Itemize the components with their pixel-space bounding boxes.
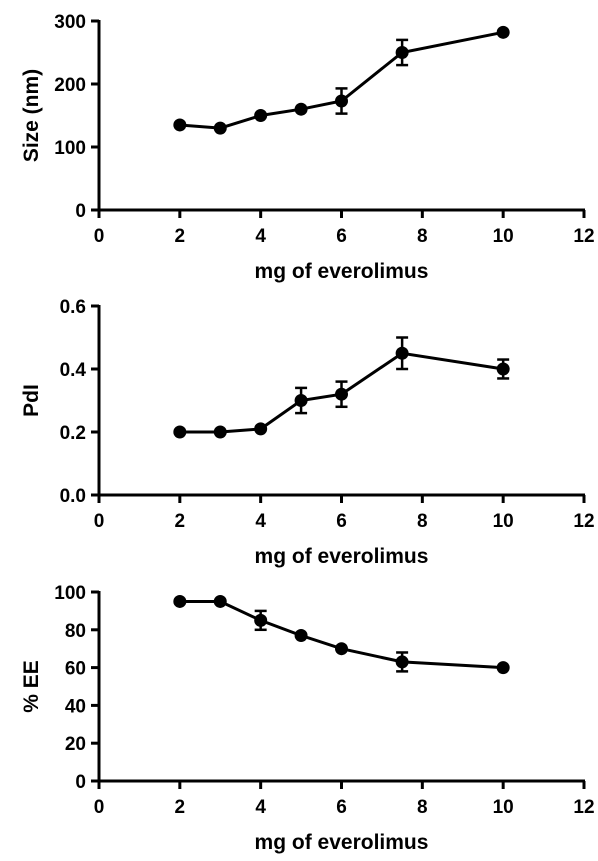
x-tick-label: 10 bbox=[493, 797, 514, 818]
x-tick-label: 2 bbox=[175, 226, 186, 247]
y-tick-label: 0.0 bbox=[60, 486, 86, 507]
y-tick-label: 0.6 bbox=[60, 297, 86, 318]
x-tick-label: 8 bbox=[417, 797, 428, 818]
x-axis-title: mg of everolimus bbox=[255, 545, 429, 568]
y-axis-title: % EE bbox=[20, 660, 43, 713]
data-point bbox=[395, 346, 409, 360]
x-tick-label: 10 bbox=[493, 226, 514, 247]
x-tick-label: 12 bbox=[573, 226, 594, 247]
y-tick-label: 100 bbox=[54, 583, 86, 604]
data-point bbox=[173, 118, 187, 132]
x-tick-label: 12 bbox=[573, 797, 594, 818]
x-axis-title: mg of everolimus bbox=[255, 260, 429, 283]
y-tick-label: 100 bbox=[54, 138, 86, 159]
x-tick-label: 4 bbox=[255, 511, 266, 532]
data-point bbox=[496, 25, 510, 39]
y-tick-label: 0 bbox=[75, 772, 86, 793]
x-tick-label: 8 bbox=[417, 226, 428, 247]
x-axis-title: mg of everolimus bbox=[255, 831, 429, 854]
data-point bbox=[395, 655, 409, 669]
chart-panel-pdi: 0 2 4 6 8 10 12 0.0 0.2 0.4 0.6 mg of everolimus PdI bbox=[20, 297, 595, 568]
data-point bbox=[254, 613, 268, 627]
x-tick-label: 2 bbox=[175, 797, 186, 818]
y-axis-title: Size (nm) bbox=[20, 69, 43, 162]
data-point bbox=[496, 661, 510, 675]
y-tick-label: 0.4 bbox=[60, 360, 87, 381]
data-point bbox=[213, 594, 227, 608]
chart-panel-ee: 0 2 4 6 8 10 12 0 20 40 60 80 100 mg of everolimus % E… bbox=[20, 583, 595, 854]
chart-panel-size: 0 2 4 6 8 10 12 0 100 200 300 mg of everolimus Size … bbox=[20, 12, 595, 283]
data-point bbox=[294, 102, 308, 116]
data-point bbox=[335, 642, 348, 656]
x-tick-label: 10 bbox=[493, 511, 514, 532]
y-tick-label: 0 bbox=[75, 201, 86, 222]
x-tick-label: 12 bbox=[573, 511, 594, 532]
x-tick-label: 0 bbox=[94, 226, 105, 247]
x-tick-label: 8 bbox=[417, 511, 428, 532]
data-point bbox=[173, 594, 187, 608]
x-tick-label: 0 bbox=[94, 797, 105, 818]
data-point bbox=[395, 46, 409, 59]
y-tick-label: 300 bbox=[54, 12, 86, 33]
y-tick-label: 40 bbox=[65, 696, 86, 717]
data-point bbox=[254, 109, 268, 122]
y-axis-title: PdI bbox=[20, 384, 43, 417]
data-point bbox=[213, 121, 227, 135]
y-tick-label: 0.2 bbox=[60, 423, 86, 444]
data-point bbox=[335, 94, 348, 108]
data-point bbox=[335, 387, 348, 401]
y-tick-label: 60 bbox=[65, 659, 86, 680]
x-tick-label: 4 bbox=[255, 226, 266, 247]
data-point bbox=[254, 422, 268, 436]
x-tick-label: 6 bbox=[336, 511, 347, 532]
x-tick-label: 0 bbox=[94, 511, 105, 532]
x-tick-label: 6 bbox=[336, 226, 347, 247]
y-tick-label: 200 bbox=[54, 75, 86, 96]
data-point bbox=[294, 394, 308, 407]
series-line bbox=[179, 600, 504, 670]
x-tick-label: 2 bbox=[175, 511, 186, 532]
data-point bbox=[173, 425, 187, 439]
y-tick-label: 80 bbox=[65, 621, 86, 642]
data-point bbox=[294, 628, 308, 642]
data-point bbox=[496, 362, 510, 376]
x-tick-label: 4 bbox=[255, 797, 266, 818]
x-tick-label: 6 bbox=[336, 797, 347, 818]
data-point bbox=[213, 425, 227, 439]
y-tick-label: 20 bbox=[65, 734, 86, 755]
